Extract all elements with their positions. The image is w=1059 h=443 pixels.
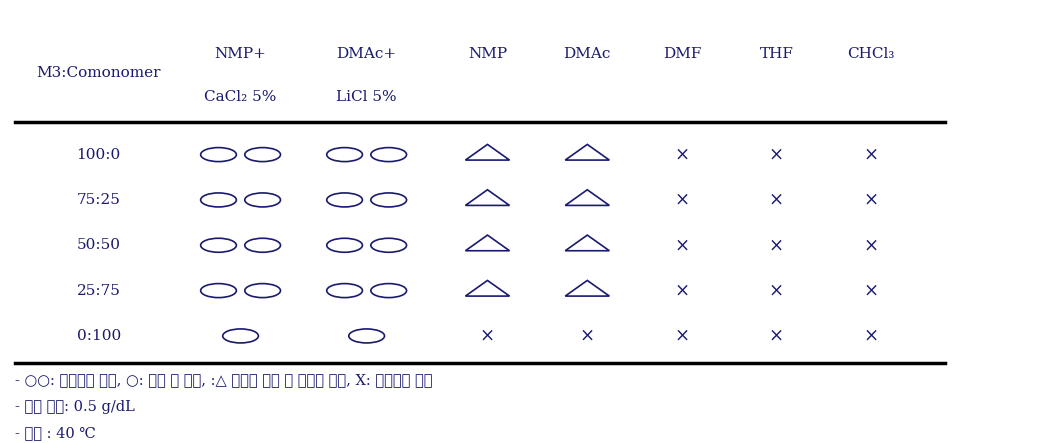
Text: DMAc: DMAc [563,47,611,61]
Text: - 용액 농도: 0.5 g/dL: - 용액 농도: 0.5 g/dL [15,400,134,414]
Text: ×: × [863,236,879,254]
Text: CHCl₃: CHCl₃ [847,47,895,61]
Text: 100:0: 100:0 [76,148,121,162]
Text: 50:50: 50:50 [76,238,121,252]
Text: - ○○: 상온에서 용해, ○: 가열 시 용해, :△ 장시간 가열 시 부분적 용해, X: 용해하지 않음: - ○○: 상온에서 용해, ○: 가열 시 용해, :△ 장시간 가열 시 부… [15,373,432,387]
Text: NMP: NMP [468,47,507,61]
Text: DMAc+: DMAc+ [337,47,397,61]
Text: ×: × [675,191,689,209]
Text: M3:Comonomer: M3:Comonomer [36,66,161,80]
Text: ×: × [769,146,784,163]
Text: ×: × [769,236,784,254]
Text: ×: × [675,327,689,345]
Text: ×: × [675,146,689,163]
Text: NMP+: NMP+ [215,47,267,61]
Text: ×: × [769,327,784,345]
Text: ×: × [769,282,784,299]
Text: 0:100: 0:100 [76,329,121,343]
Text: LiCl 5%: LiCl 5% [337,90,397,104]
Text: CaCl₂ 5%: CaCl₂ 5% [204,90,276,104]
Text: THF: THF [759,47,793,61]
Text: 25:75: 25:75 [77,284,121,298]
Text: 75:25: 75:25 [77,193,121,207]
Text: ×: × [480,327,495,345]
Text: ×: × [863,191,879,209]
Text: ×: × [579,327,595,345]
Text: ×: × [675,282,689,299]
Text: ×: × [863,282,879,299]
Text: ×: × [863,327,879,345]
Text: - 온도 : 40 ℃: - 온도 : 40 ℃ [15,427,95,441]
Text: DMF: DMF [663,47,701,61]
Text: ×: × [675,236,689,254]
Text: ×: × [863,146,879,163]
Text: ×: × [769,191,784,209]
